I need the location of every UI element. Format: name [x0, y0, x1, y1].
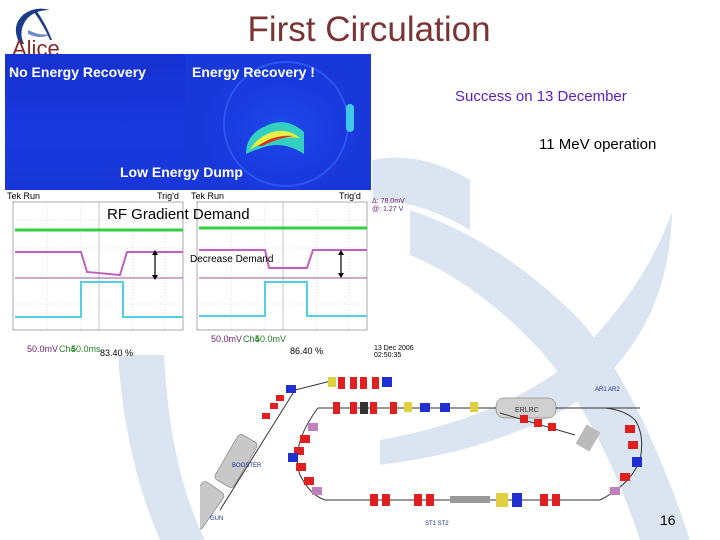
- ch4-scale: 50.0ms: [71, 344, 101, 354]
- scope-grid-icon: [189, 190, 373, 340]
- ch2-scale: 50.0mV: [211, 334, 243, 344]
- svg-text:ST1 ST2: ST1 ST2: [425, 521, 449, 527]
- camera-panel-recovery: [186, 54, 371, 190]
- scope-time: 02:50:35: [374, 352, 402, 359]
- erlrc-label: ERLRC: [515, 407, 539, 414]
- scope-left-readout: 83.40 %: [100, 348, 134, 358]
- ch4-scale: 50.0mV: [255, 334, 287, 344]
- scope-header-left: Tek Run: [7, 191, 41, 201]
- label-energy-recovery: Energy Recovery !: [192, 64, 315, 80]
- cursor-a-readout: Δ: 78.0mV: [372, 198, 405, 205]
- scope-date: 13 Dec 2006: [374, 345, 414, 352]
- scope-grid-icon: [5, 190, 188, 340]
- alice-logo-swoosh-icon: [15, 8, 52, 45]
- scope-header-left: Tek Run: [191, 191, 225, 201]
- oscilloscope-trace-right: Tek Run Trig'd 50.0mV Ch4 50.0mV: [189, 190, 373, 350]
- accelerator-lattice-diagram: ERLRC GUN BOOSTER ST1 ST2 AR1 AR2: [200, 377, 643, 530]
- operation-energy-text: 11 MeV operation: [539, 136, 657, 153]
- beam-spot-icon: [223, 61, 354, 187]
- ch4-label: Ch4: [59, 344, 76, 354]
- svg-text:GUN: GUN: [210, 516, 223, 522]
- cursor-b-readout: @: 1.27 V: [372, 206, 404, 213]
- rf-gradient-demand-label: RF Gradient Demand: [107, 206, 250, 223]
- label-no-energy-recovery: No Energy Recovery: [9, 64, 146, 80]
- success-date-text: Success on 13 December: [455, 88, 627, 105]
- svg-text:AR1 AR2: AR1 AR2: [595, 387, 620, 393]
- oscilloscope-trace-left: Tek Run Trig'd 50.0mV Ch4 50.0ms: [5, 190, 188, 354]
- page-number: 16: [660, 512, 676, 528]
- beam-camera-image: No Energy Recovery Energy Recovery ! Low…: [5, 54, 371, 190]
- scope-header-right: Trig'd: [339, 191, 361, 201]
- scope-right-readout: 86.40 %: [290, 346, 324, 356]
- scope-header-right: Trig'd: [157, 191, 179, 201]
- decrease-demand-label: Decrease Demand: [190, 254, 274, 265]
- svg-text:BOOSTER: BOOSTER: [232, 463, 262, 469]
- ch4-label: Ch4: [243, 334, 260, 344]
- label-low-energy-dump: Low Energy Dump: [120, 164, 243, 180]
- camera-panel-no-recovery: [5, 54, 185, 190]
- ch2-scale: 50.0mV: [27, 344, 59, 354]
- slide-title: First Circulation: [247, 10, 491, 49]
